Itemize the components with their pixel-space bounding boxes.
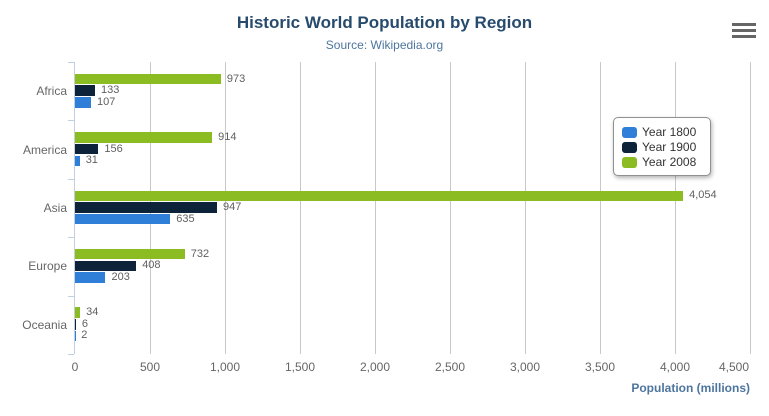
gridline xyxy=(374,62,376,354)
gridline xyxy=(674,62,676,354)
y-axis-line xyxy=(74,62,75,354)
bar[interactable] xyxy=(75,260,137,272)
bar-value-label: 947 xyxy=(223,200,242,213)
gridline xyxy=(749,62,751,354)
bar[interactable] xyxy=(75,307,81,318)
bar[interactable] xyxy=(75,73,221,85)
legend-item[interactable]: Year 1800 xyxy=(622,125,710,140)
x-tick-label: 4,000 xyxy=(659,360,691,374)
legend-series-swatch-icon xyxy=(622,127,637,138)
bar-value-label: 107 xyxy=(97,95,116,108)
bar-value-label: 973 xyxy=(226,72,246,85)
legend-item-label: Year 1800 xyxy=(642,125,697,139)
bar-value-label: 635 xyxy=(176,212,195,225)
x-axis-title: Population (millions) xyxy=(631,381,750,395)
x-tick-label: 4,500 xyxy=(718,360,750,374)
bar-value-label: 732 xyxy=(190,247,210,260)
category-label: Oceania xyxy=(22,317,67,332)
bar[interactable] xyxy=(75,132,213,143)
x-tick-label: 2,000 xyxy=(359,360,391,374)
bar-value-label: 203 xyxy=(111,271,130,283)
chart-title: Historic World Population by Region xyxy=(236,13,533,32)
bar-value-label: 4,054 xyxy=(689,189,717,202)
bar-value-label: 133 xyxy=(101,84,120,97)
bar[interactable] xyxy=(75,272,106,283)
bar[interactable] xyxy=(75,155,80,166)
axis-tick xyxy=(68,120,74,122)
bar[interactable] xyxy=(75,202,218,213)
axis-tick xyxy=(68,354,74,355)
gridline xyxy=(224,62,226,354)
x-tick-label: 0 xyxy=(71,360,79,374)
axis-tick xyxy=(68,62,74,63)
bar[interactable] xyxy=(75,97,92,108)
bar[interactable] xyxy=(75,319,76,330)
x-tick-label: 2,500 xyxy=(434,360,466,374)
category-label: Europe xyxy=(28,259,67,274)
bar[interactable] xyxy=(75,213,171,225)
axis-tick xyxy=(68,178,74,180)
chart-subtitle: Source: Wikipedia.org xyxy=(325,38,444,52)
bar[interactable] xyxy=(75,85,95,96)
bar-value-label: 31 xyxy=(85,154,98,167)
legend-item-label: Year 2008 xyxy=(642,155,697,169)
hamburger-bar xyxy=(732,29,756,32)
legend-item[interactable]: Year 2008 xyxy=(622,155,710,170)
hamburger-bar xyxy=(732,23,756,26)
bar-value-label: 156 xyxy=(104,142,123,155)
bar-value-label: 2 xyxy=(81,329,88,342)
x-tick-label: 500 xyxy=(139,360,161,374)
bar-value-label: 408 xyxy=(142,259,161,272)
gridline xyxy=(449,62,451,354)
axis-tick xyxy=(68,295,74,297)
gridline xyxy=(299,62,301,354)
x-tick-label: 1,500 xyxy=(284,360,316,374)
category-label: Asia xyxy=(43,201,67,215)
hamburger-menu-icon[interactable] xyxy=(732,23,756,39)
gridline xyxy=(524,62,526,354)
gridline xyxy=(599,62,601,354)
legend-item[interactable]: Year 1900 xyxy=(622,140,710,155)
legend: Year 1800 Year 1900 Year 2008 xyxy=(613,117,711,176)
x-tick-label: 1,000 xyxy=(209,360,241,374)
bar[interactable] xyxy=(75,143,99,155)
bar[interactable] xyxy=(75,190,684,201)
bar-value-label: 6 xyxy=(81,317,89,330)
hamburger-bar xyxy=(732,35,756,38)
category-label: Africa xyxy=(36,84,67,99)
bar-value-label: 914 xyxy=(218,130,237,143)
bar[interactable] xyxy=(75,248,185,260)
legend-item-label: Year 1900 xyxy=(642,140,697,154)
x-tick-label: 3,000 xyxy=(509,360,541,374)
legend-series-swatch-icon xyxy=(622,142,637,153)
legend-series-swatch-icon xyxy=(622,157,637,168)
bar-value-label: 34 xyxy=(86,306,99,319)
category-label: America xyxy=(22,142,67,157)
x-tick-label: 3,500 xyxy=(584,360,616,374)
axis-tick xyxy=(68,237,74,239)
